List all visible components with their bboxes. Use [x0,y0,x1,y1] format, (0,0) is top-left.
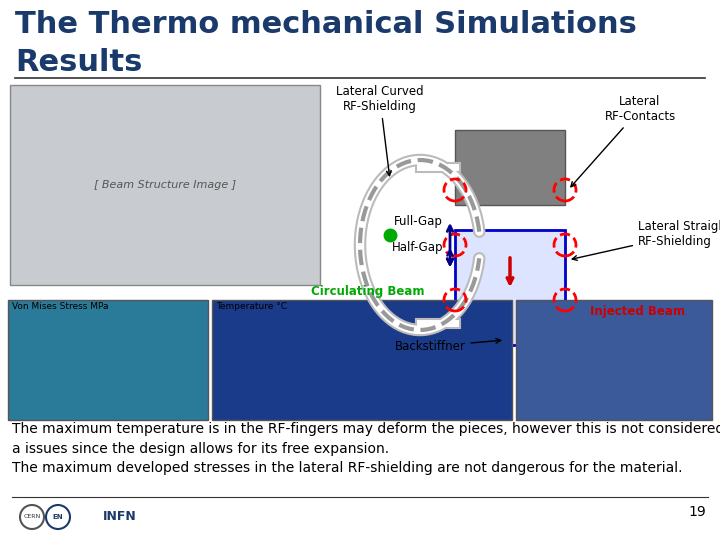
Bar [212,300,512,420]
Text: Full-Gap: Full-Gap [394,215,443,228]
Text: Circulating Beam: Circulating Beam [311,285,425,298]
Text: Lateral
RF-Contacts: Lateral RF-Contacts [571,95,675,187]
Text: Von Mises Stress MPa: Von Mises Stress MPa [12,302,109,311]
Text: Backstiffner: Backstiffner [395,339,500,353]
Text: The maximum temperature is in the RF-fingers may deform the pieces, however this: The maximum temperature is in the RF-fin… [12,422,720,475]
Text: Lateral Straight
RF-Shielding: Lateral Straight RF-Shielding [572,220,720,260]
Text: CERN: CERN [23,515,40,519]
Text: EN: EN [53,514,63,520]
Bar [455,230,565,305]
Text: [ Beam Structure Image ]: [ Beam Structure Image ] [94,180,236,190]
Bar [516,300,712,420]
Bar [455,130,565,205]
Bar [10,85,320,285]
Text: The Thermo mechanical Simulations: The Thermo mechanical Simulations [15,10,637,39]
Text: Temperature °C: Temperature °C [216,302,287,311]
Text: Half-Gap: Half-Gap [392,241,443,254]
Bar [8,300,208,420]
Text: Injected Beam: Injected Beam [590,305,685,318]
Text: INFN: INFN [103,510,137,523]
Text: Results: Results [15,48,143,77]
Bar [455,230,565,345]
Text: 19: 19 [688,505,706,519]
Text: Lateral Curved
RF-Shielding: Lateral Curved RF-Shielding [336,85,424,176]
